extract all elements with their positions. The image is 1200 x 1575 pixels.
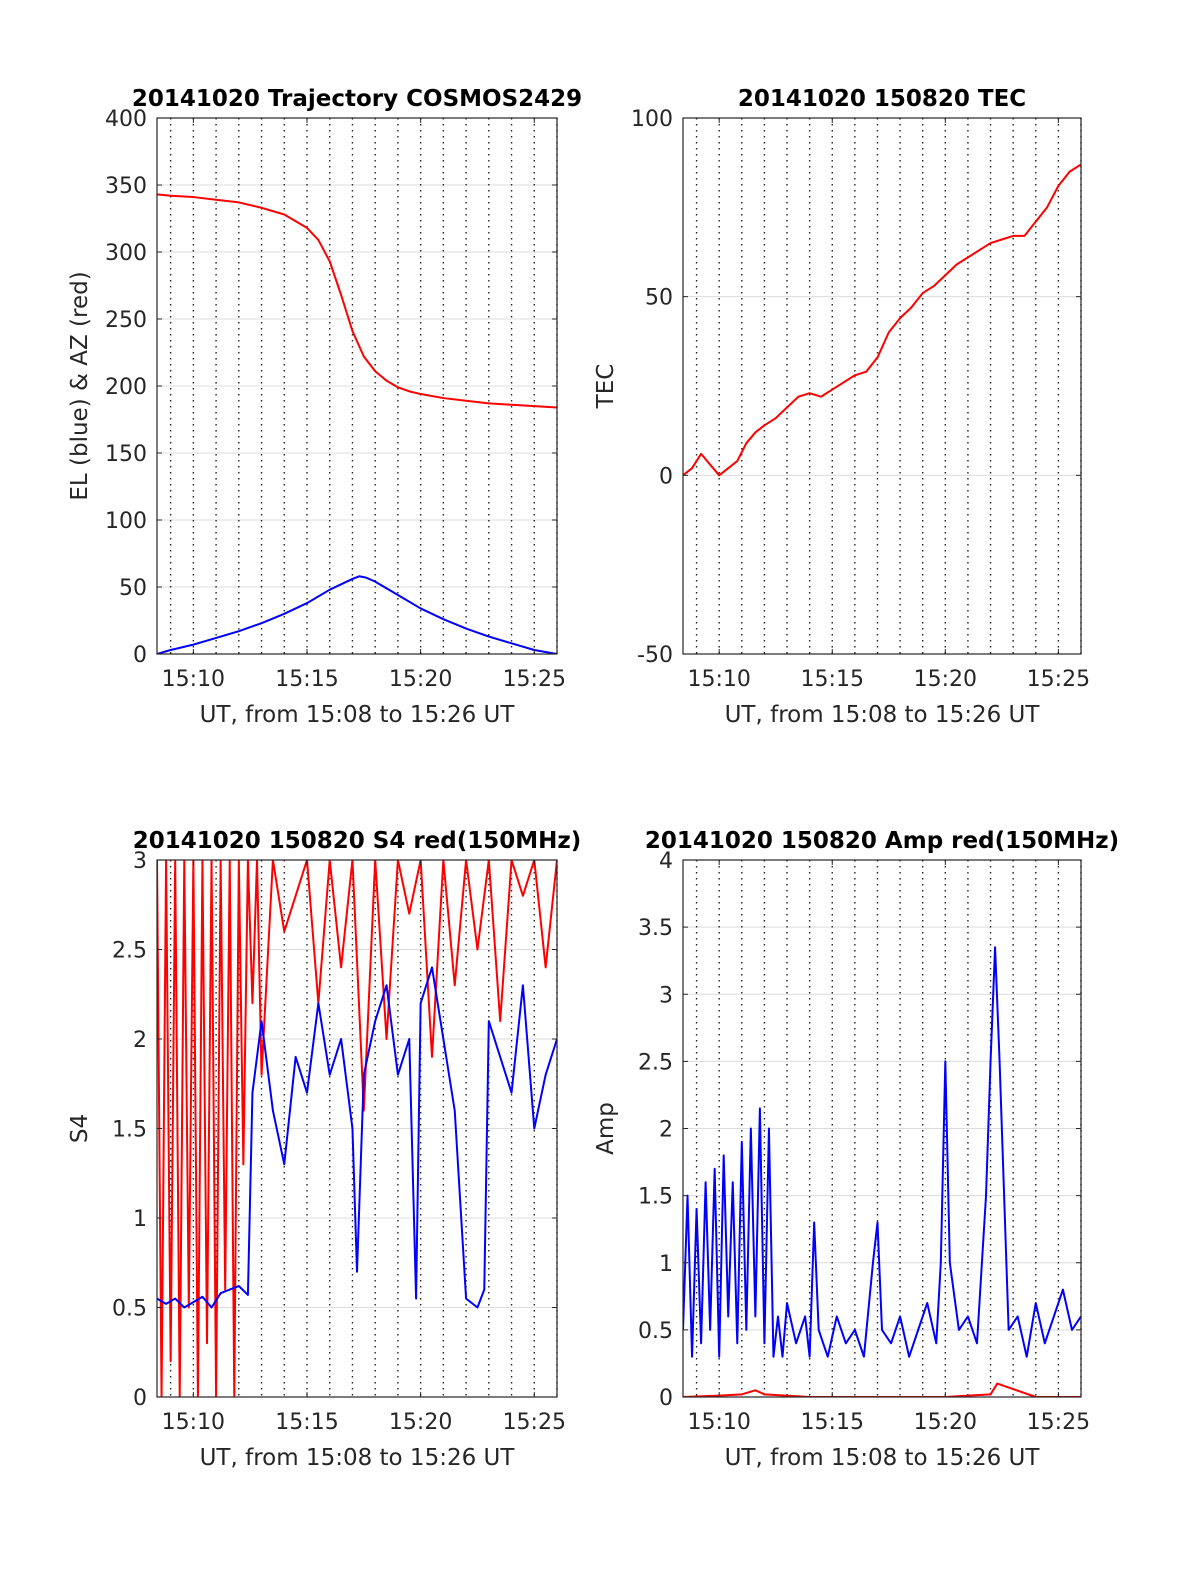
chart-title: 20141020 150820 TEC xyxy=(738,86,1026,112)
y-tick-label: 3 xyxy=(133,849,147,874)
x-tick-label: 15:25 xyxy=(503,1410,566,1435)
plot-area xyxy=(683,118,1081,654)
chart-title: 20141020 Trajectory COSMOS2429 xyxy=(132,86,582,112)
y-tick-label: 50 xyxy=(645,286,673,311)
x-tick-label: 15:15 xyxy=(801,667,864,692)
x-tick-label: 15:15 xyxy=(275,667,338,692)
chart-title: 20141020 150820 Amp red(150MHz) xyxy=(645,828,1119,854)
y-tick-label: 3.5 xyxy=(638,916,673,941)
y-tick-label: 400 xyxy=(105,107,147,132)
y-tick-label: 0 xyxy=(133,643,147,668)
x-tick-label: 15:25 xyxy=(503,667,566,692)
y-tick-label: -50 xyxy=(637,643,673,668)
y-tick-label: 2.5 xyxy=(112,939,147,964)
x-axis-label: UT, from 15:08 to 15:26 UT xyxy=(200,702,516,728)
y-tick-label: 250 xyxy=(105,308,147,333)
y-axis-label: S4 xyxy=(67,1114,93,1143)
series-line-2 xyxy=(683,946,1081,1358)
y-tick-label: 2 xyxy=(659,1118,673,1143)
x-tick-label: 15:10 xyxy=(687,667,750,692)
y-tick-label: 0.5 xyxy=(112,1297,147,1322)
x-tick-label: 15:20 xyxy=(914,667,977,692)
y-tick-label: 350 xyxy=(105,174,147,199)
x-axis-label: UT, from 15:08 to 15:26 UT xyxy=(200,1445,516,1471)
x-tick-label: 15:25 xyxy=(1027,667,1090,692)
y-tick-label: 2.5 xyxy=(638,1050,673,1075)
chart-title: 20141020 150820 S4 red(150MHz) xyxy=(133,828,582,854)
y-tick-label: 1 xyxy=(133,1207,147,1232)
x-tick-label: 15:10 xyxy=(162,1410,225,1435)
x-tick-label: 15:10 xyxy=(687,1410,750,1435)
y-tick-label: 200 xyxy=(105,375,147,400)
x-tick-label: 15:15 xyxy=(275,1410,338,1435)
x-tick-label: 15:15 xyxy=(801,1410,864,1435)
y-axis-label: Amp xyxy=(593,1102,619,1155)
y-tick-label: 0 xyxy=(659,1386,673,1411)
y-tick-label: 1.5 xyxy=(638,1185,673,1210)
y-tick-label: 0 xyxy=(133,1386,147,1411)
x-axis-label: UT, from 15:08 to 15:26 UT xyxy=(725,702,1041,728)
y-tick-label: 0 xyxy=(659,464,673,489)
x-axis-label: UT, from 15:08 to 15:26 UT xyxy=(725,1445,1041,1471)
y-tick-label: 3 xyxy=(659,983,673,1008)
y-tick-label: 1 xyxy=(659,1252,673,1277)
y-axis-label: EL (blue) & AZ (red) xyxy=(67,271,93,500)
y-tick-label: 1.5 xyxy=(112,1118,147,1143)
chart-panel-4: 0 0.5 1 1.5 2 2.5 3 3.5 4 15:10 15:15 15:20 15:25 201… xyxy=(593,828,1119,1471)
chart-panel-1: 0 50 100 150 200 250 300 350 400 15:10 15:15 15:20 1… xyxy=(67,86,582,728)
series-line-1 xyxy=(683,163,1081,477)
x-tick-label: 15:20 xyxy=(389,667,452,692)
y-axis-label: TEC xyxy=(593,364,619,410)
series-line-1 xyxy=(157,193,557,409)
chart-panel-3: 0 0.5 1 1.5 2 2.5 3 15:10 15:15 15:20 15:25 2014102… xyxy=(67,828,581,1471)
y-tick-label: 150 xyxy=(105,442,147,467)
axes-frame xyxy=(682,117,1082,655)
chart-panel-2: -50 0 50 100 15:10 15:15 15:20 15:25 20141020 15… xyxy=(593,86,1090,728)
x-tick-label: 15:20 xyxy=(914,1410,977,1435)
x-tick-label: 15:25 xyxy=(1027,1410,1090,1435)
y-tick-label: 100 xyxy=(105,509,147,534)
y-tick-label: 100 xyxy=(631,107,673,132)
y-tick-label: 50 xyxy=(119,576,147,601)
series-line-2 xyxy=(157,966,557,1309)
y-tick-label: 4 xyxy=(659,849,673,874)
y-tick-label: 0.5 xyxy=(638,1319,673,1344)
y-tick-label: 2 xyxy=(133,1028,147,1053)
x-tick-label: 15:10 xyxy=(162,667,225,692)
x-tick-label: 15:20 xyxy=(389,1410,452,1435)
y-tick-label: 300 xyxy=(105,241,147,266)
series-line-1 xyxy=(157,860,557,1397)
series-line-2 xyxy=(157,575,557,654)
series-line-1 xyxy=(683,1382,1081,1397)
